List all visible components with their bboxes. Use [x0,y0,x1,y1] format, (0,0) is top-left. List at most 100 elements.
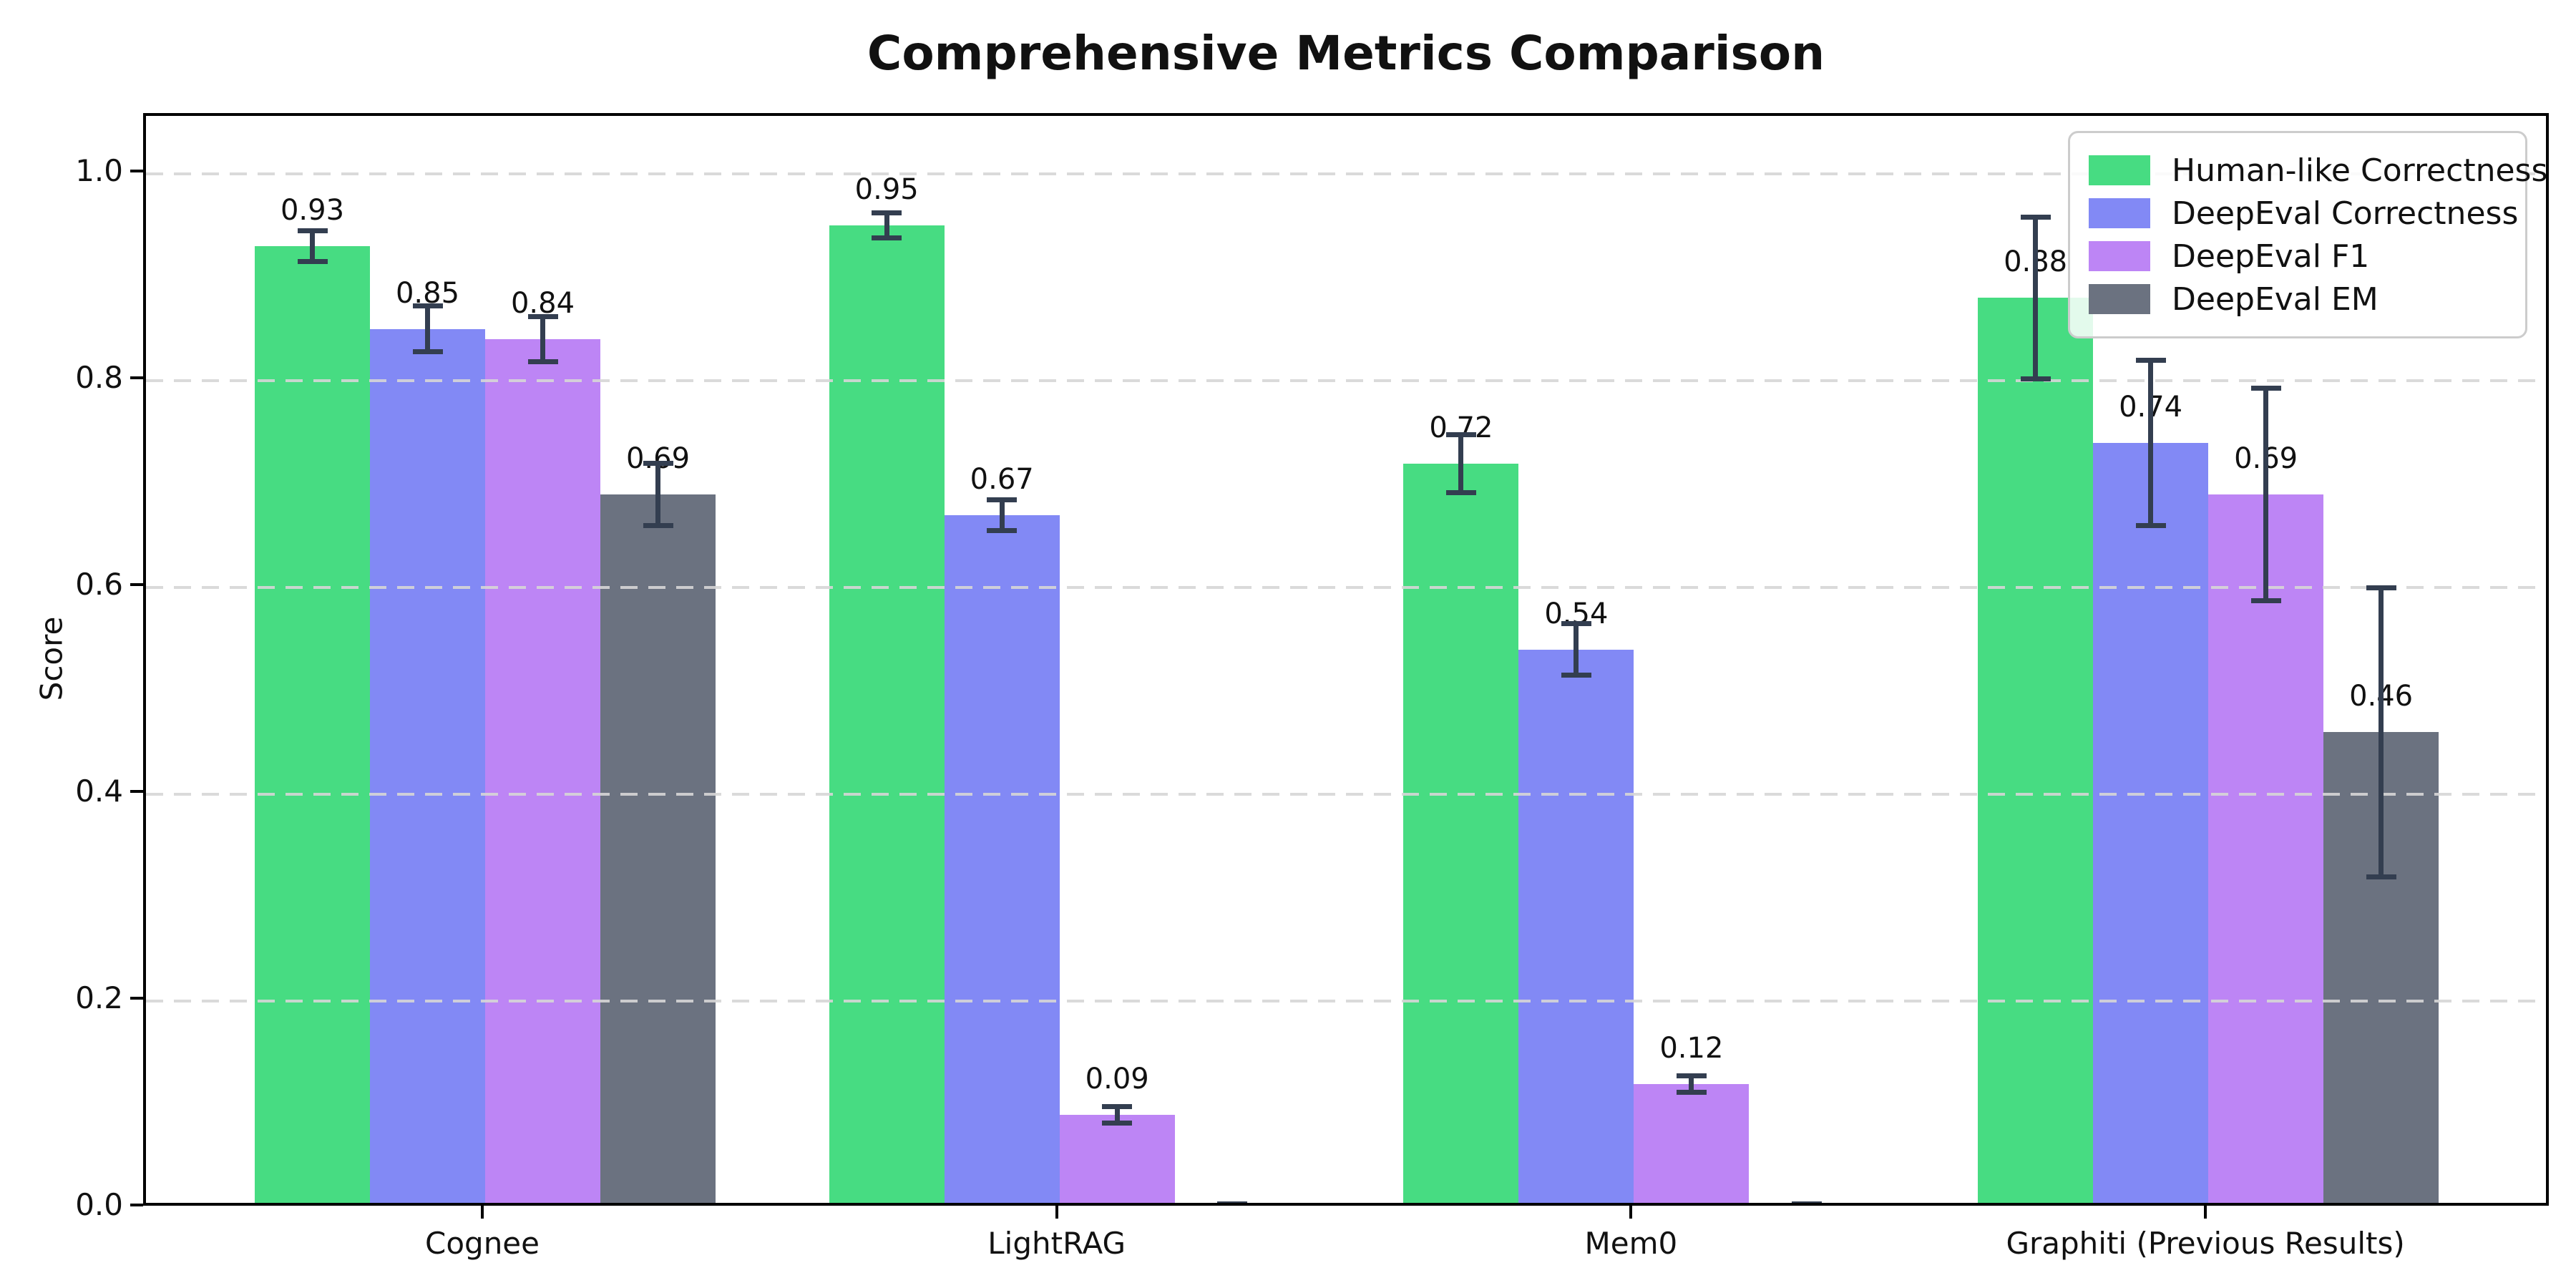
gridline-0.6 [146,586,2546,589]
error-bar-cap-top [1217,1201,1248,1203]
x-tick-mark [1629,1206,1633,1219]
error-bar-cap-top [643,461,673,467]
legend: Human-like Correctness DeepEval Correctne… [2068,131,2547,338]
error-bar-cap-bottom [643,522,673,528]
error-bar-cap-top [297,228,328,233]
x-tick-label-Mem0: Mem0 [1584,1226,1678,1261]
error-bar-cap-bottom [1445,489,1476,495]
legend-item: DeepEval Correctness [2089,192,2518,235]
error-bar [2379,587,2384,877]
y-tick-mark [130,376,143,379]
y-tick-label: 1.0 [75,153,123,188]
legend-item: Human-like Correctness [2089,149,2547,192]
y-tick-label: 0.2 [75,980,123,1015]
error-bar-cap-bottom [1561,673,1591,678]
error-bar-cap-bottom [987,528,1018,534]
bar-LightRAG-DeepEval Correctness [944,514,1060,1203]
x-tick-label-LightRAG: LightRAG [987,1226,1126,1261]
error-bar-cap-top [2020,215,2051,220]
error-bar-cap-top [872,210,902,216]
legend-label: DeepEval Correctness [2172,195,2519,232]
y-tick-label: 0.0 [75,1187,123,1222]
error-bar [1230,1204,1235,1206]
error-bar-cap-top [2366,585,2396,590]
error-bar-cap-top [1561,621,1591,627]
legend-label: Human-like Correctness [2172,152,2548,189]
legend-swatch [2089,284,2150,314]
error-bar [1689,1075,1694,1093]
error-bar-cap-bottom [1102,1121,1133,1126]
error-bar-cap-top [1791,1201,1822,1203]
error-bar [1804,1204,1809,1206]
error-bar-cap-top [1445,431,1476,437]
y-axis-label: Score [34,616,69,701]
bar-Cognee-DeepEval F1 [485,339,600,1203]
bar-value-label: 0.93 [280,194,345,228]
bar-Graphiti (Previous Results)-Human-like Correctness [1978,298,2094,1203]
error-bar [884,213,889,238]
legend-swatch [2089,241,2150,271]
x-tick-label-Graphiti (Previous Results): Graphiti (Previous Results) [2006,1226,2405,1261]
error-bar-cap-top [412,303,443,309]
error-bar [1574,623,1579,675]
legend-label: DeepEval F1 [2172,238,2370,275]
bar-Cognee-Human-like Correctness [255,246,370,1203]
error-bar-cap-bottom [2135,522,2166,528]
error-bar-cap-top [987,497,1018,502]
bar-LightRAG-DeepEval F1 [1059,1114,1175,1203]
error-bar [999,499,1005,531]
error-bar [425,306,430,352]
bar-Graphiti (Previous Results)-DeepEval Correctness [2093,442,2209,1203]
gridline-0.2 [146,1000,2546,1002]
bar-LightRAG-Human-like Correctness [829,225,945,1203]
y-tick-mark [130,170,143,172]
error-bar-cap-bottom [872,235,902,241]
legend-swatch [2089,155,2150,185]
bar-Cognee-DeepEval EM [600,494,716,1203]
bar-Mem0-DeepEval Correctness [1518,649,1634,1203]
x-tick-mark [2204,1206,2207,1219]
bar-value-label: 0.95 [854,173,919,207]
error-bar-cap-bottom [2366,874,2396,880]
error-bar [540,316,545,362]
error-bar-cap-top [1676,1073,1707,1078]
chart-title: Comprehensive Metrics Comparison [867,26,1825,81]
bar-Mem0-Human-like Correctness [1403,463,1519,1203]
y-tick-label: 0.8 [75,360,123,395]
error-bar [2263,388,2269,601]
legend-item: DeepEval EM [2089,278,2507,321]
error-bar [2148,360,2154,526]
gridline-1 [146,172,2546,175]
error-bar-cap-top [527,313,558,319]
error-bar-cap-top [2250,385,2281,391]
error-bar [655,463,660,526]
bar-Mem0-DeepEval F1 [1634,1083,1750,1203]
x-tick-mark [481,1206,484,1219]
legend-label: DeepEval EM [2172,280,2379,318]
bar-Graphiti (Previous Results)-DeepEval F1 [2208,494,2324,1203]
y-tick-mark [130,583,143,586]
bar-value-label: 0.67 [970,462,1034,496]
error-bar-cap-bottom [297,259,328,265]
gridline-0.8 [146,379,2546,382]
y-tick-mark [130,997,143,1000]
bar-Cognee-DeepEval Correctness [370,328,485,1203]
error-bar-cap-bottom [1676,1089,1707,1095]
error-bar-cap-top [1102,1103,1133,1109]
bar-value-label: 0.12 [1659,1031,1724,1065]
y-tick-mark [130,1204,143,1206]
legend-swatch [2089,198,2150,228]
error-bar-cap-bottom [412,349,443,355]
error-bar-cap-bottom [527,359,558,365]
error-bar [2033,217,2039,379]
error-bar-cap-top [2135,357,2166,363]
error-bar-cap-bottom [2250,598,2281,604]
error-bar [1114,1106,1120,1123]
legend-item: DeepEval F1 [2089,235,2507,278]
y-tick-label: 0.6 [75,567,123,602]
y-tick-mark [130,790,143,793]
error-bar-cap-bottom [2020,376,2051,381]
error-bar [1458,434,1464,493]
x-tick-mark [1055,1206,1058,1219]
